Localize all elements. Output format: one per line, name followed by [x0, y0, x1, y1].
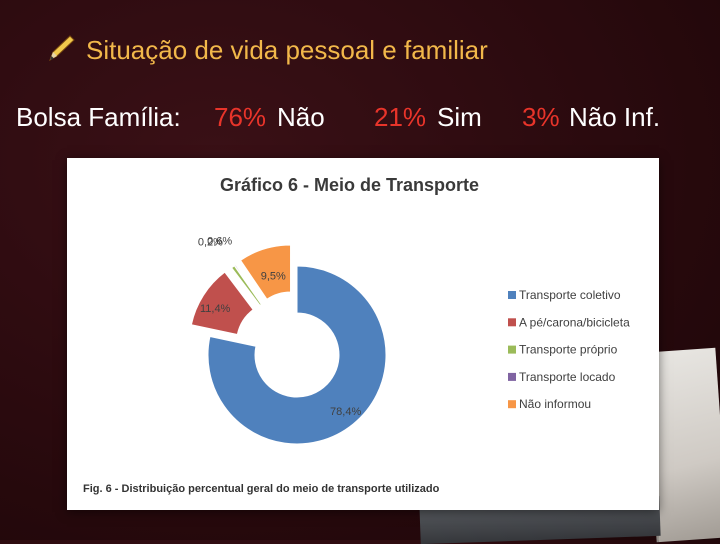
- donut-slice-4: [239, 244, 292, 300]
- stat-text-nao-inf: Não Inf.: [569, 102, 661, 132]
- chart-card: Gráfico 6 - Meio de Transporte 78,4% 11,4…: [67, 158, 659, 510]
- stat-text-nao: Não: [277, 102, 325, 132]
- stat-text-sim: Sim: [437, 102, 482, 132]
- donut-slice-0: [207, 265, 387, 445]
- bolsa-familia-stats: Bolsa Família: 76% Não 21% Sim 3% Não In…: [16, 100, 706, 140]
- stats-label: Bolsa Família:: [16, 102, 181, 132]
- legend-label-4: Não informou: [519, 397, 591, 411]
- legend-label-2: Transporte próprio: [519, 343, 618, 357]
- legend-label-1: A pé/carona/bicicleta: [519, 315, 630, 329]
- pencil-icon: [42, 32, 78, 68]
- legend-swatch-1: [508, 318, 516, 327]
- legend-label-0: Transporte coletivo: [519, 288, 621, 302]
- donut-label-0: 78,4%: [330, 406, 361, 418]
- donut-chart: Gráfico 6 - Meio de Transporte 78,4% 11,4…: [83, 175, 630, 495]
- legend-swatch-0: [508, 291, 516, 299]
- donut-label-3: 0,2%: [198, 236, 223, 248]
- chart-title: Gráfico 6 - Meio de Transporte: [220, 175, 479, 195]
- donut-label-4: 9,5%: [261, 270, 286, 282]
- stat-pct-nao: 76%: [214, 102, 267, 132]
- legend-swatch-4: [508, 400, 516, 409]
- donut-slice-3: [234, 264, 263, 305]
- donut-slice-2: [230, 265, 262, 306]
- stat-pct-sim: 21%: [374, 102, 427, 132]
- legend-label-3: Transporte locado: [519, 370, 616, 384]
- donut-label-1: 11,4%: [200, 303, 231, 315]
- donut-label-2: 0,6%: [207, 236, 232, 248]
- chart-caption: Fig. 6 - Distribuição percentual geral d…: [83, 483, 440, 495]
- slide-title: Situação de vida pessoal e familiar: [42, 30, 488, 70]
- legend-swatch-2: [508, 345, 516, 354]
- stat-pct-nao-inf: 3%: [522, 102, 560, 132]
- slide-title-text: Situação de vida pessoal e familiar: [86, 34, 488, 65]
- legend-swatch-3: [508, 372, 516, 381]
- donut-slice-1: [190, 271, 254, 336]
